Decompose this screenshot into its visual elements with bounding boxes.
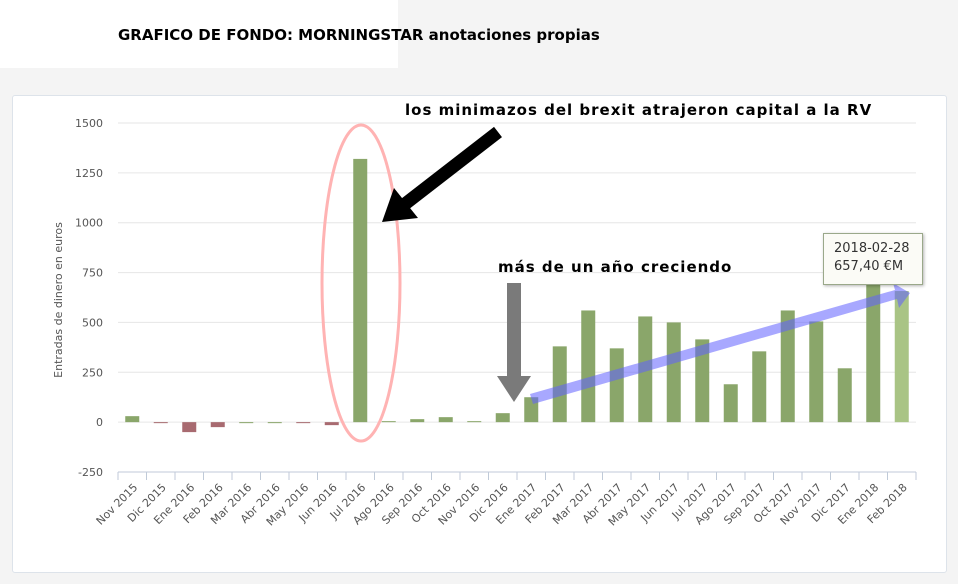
growing-annotation: más de un año creciendo bbox=[498, 258, 732, 276]
bar-feb-2017[interactable] bbox=[552, 346, 567, 423]
bar-oct-2017[interactable] bbox=[780, 310, 795, 423]
y-tick-label: 1500 bbox=[75, 117, 103, 130]
bar-feb-2018[interactable] bbox=[894, 291, 909, 423]
y-tick-label: 500 bbox=[82, 316, 103, 329]
bar-abr-2017[interactable] bbox=[609, 348, 624, 423]
highlight-ellipse bbox=[320, 123, 402, 443]
bar-jun-2017[interactable] bbox=[666, 322, 681, 423]
y-tick-label: 1000 bbox=[75, 217, 103, 230]
brexit-annotation: los minimazos del brexit atrajeron capit… bbox=[405, 101, 872, 119]
bar-may-2016[interactable] bbox=[296, 422, 311, 424]
bar-abr-2016[interactable] bbox=[267, 422, 282, 424]
y-axis-label: Entradas de dinero en euros bbox=[52, 222, 65, 378]
trend-arrow-icon bbox=[530, 283, 910, 404]
bar-feb-2016[interactable] bbox=[210, 422, 225, 428]
bar-oct-2016[interactable] bbox=[438, 417, 453, 423]
black-arrow-icon bbox=[382, 126, 502, 222]
bar-mar-2016[interactable] bbox=[239, 422, 254, 424]
tooltip: 2018-02-28 657,40 €M bbox=[823, 233, 923, 285]
bar-sep-2017[interactable] bbox=[752, 351, 767, 423]
bar-jul-2017[interactable] bbox=[695, 339, 710, 423]
page-title: GRAFICO DE FONDO: MORNINGSTAR anotacione… bbox=[118, 26, 600, 44]
tooltip-date: 2018-02-28 bbox=[834, 241, 910, 256]
bar-mar-2017[interactable] bbox=[581, 310, 596, 423]
bar-dic-2015[interactable] bbox=[153, 422, 168, 424]
bar-ago-2017[interactable] bbox=[723, 384, 738, 423]
gray-down-arrow-icon bbox=[497, 283, 531, 402]
y-tick-label: 750 bbox=[82, 267, 103, 280]
bar-jul-2016[interactable] bbox=[353, 158, 368, 423]
bar-dic-2017[interactable] bbox=[837, 368, 852, 423]
title-box bbox=[0, 0, 398, 68]
tooltip-value: 657,40 €M bbox=[834, 259, 904, 274]
bar-nov-2015[interactable] bbox=[125, 416, 140, 423]
bar-ago-2016[interactable] bbox=[381, 421, 396, 423]
y-tick-label: 1250 bbox=[75, 167, 103, 180]
bar-ene-2016[interactable] bbox=[182, 422, 197, 433]
y-tick-label: 250 bbox=[82, 366, 103, 379]
bar-dic-2016[interactable] bbox=[495, 413, 510, 423]
bar-nov-2017[interactable] bbox=[809, 321, 824, 423]
bar-jun-2016[interactable] bbox=[324, 422, 339, 426]
bar-sep-2016[interactable] bbox=[410, 419, 425, 423]
bar-nov-2016[interactable] bbox=[467, 421, 482, 423]
y-tick-label: 0 bbox=[96, 416, 103, 429]
bar-ene-2018[interactable] bbox=[866, 284, 881, 423]
y-tick-label: -250 bbox=[78, 466, 103, 479]
